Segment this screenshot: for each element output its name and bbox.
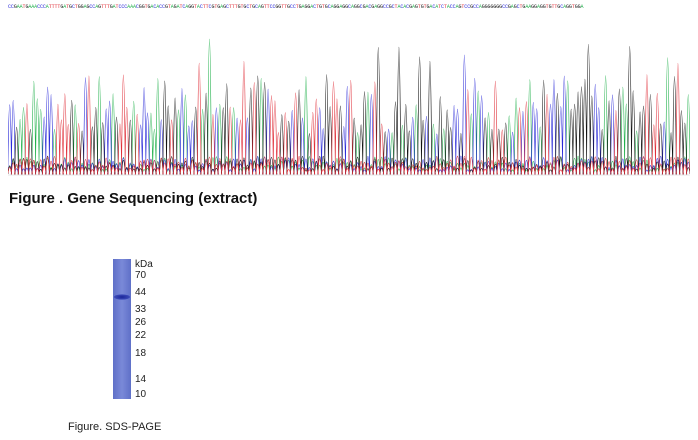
sds-page-gel-lane xyxy=(113,259,131,399)
gel-unit-label: kDa xyxy=(135,259,153,270)
marker-label-70: 70 xyxy=(135,270,147,281)
chromatogram-trace xyxy=(8,38,690,176)
marker-label-14: 14 xyxy=(135,374,147,385)
marker-label-44: 44 xyxy=(135,287,147,298)
marker-label-18: 18 xyxy=(135,348,147,359)
sds-page-figure-caption: Figure. SDS-PAGE xyxy=(68,421,162,433)
sequencing-figure-caption: Figure . Gene Sequencing (extract) xyxy=(9,190,258,207)
marker-label-33: 33 xyxy=(135,304,147,315)
trace-t xyxy=(8,61,690,175)
gel-lane xyxy=(113,259,131,399)
marker-label-26: 26 xyxy=(135,317,147,328)
marker-label-10: 10 xyxy=(135,389,147,400)
protein-band xyxy=(114,294,130,300)
sequence-base-calls: CCGAATGAAACCCATTTTGATGCTGGAGCCAGTTTGATCC… xyxy=(8,4,584,10)
marker-label-22: 22 xyxy=(135,330,147,341)
